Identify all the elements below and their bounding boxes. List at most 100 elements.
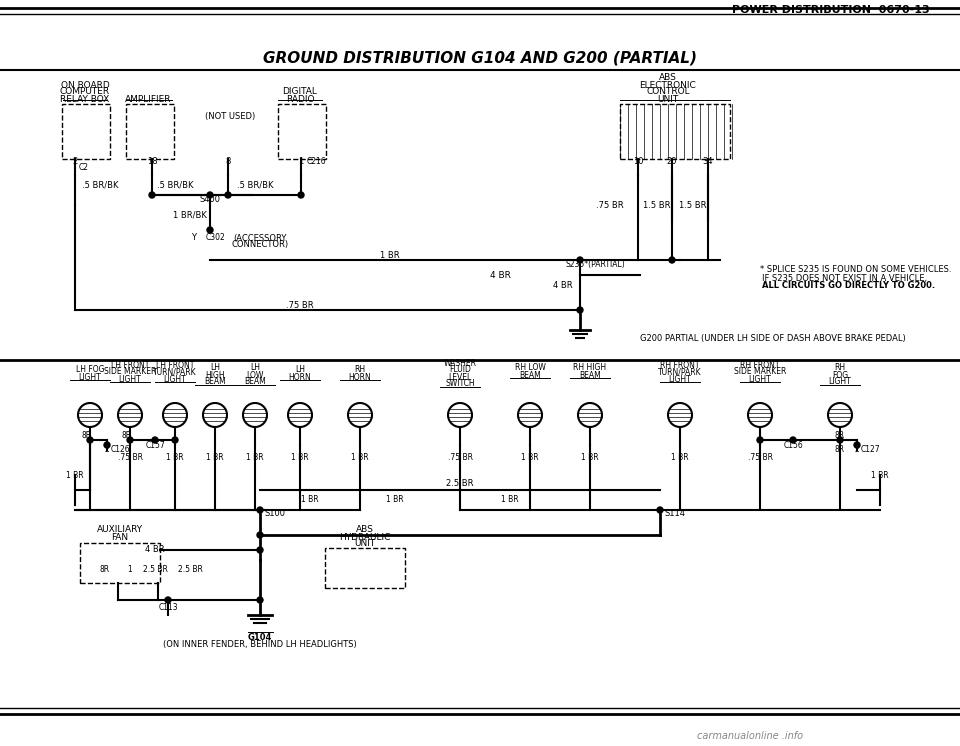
Text: 1 BR: 1 BR xyxy=(581,454,599,463)
Text: RH: RH xyxy=(834,363,846,372)
Text: 1 BR: 1 BR xyxy=(671,454,689,463)
Text: 1 BR: 1 BR xyxy=(291,454,309,463)
Text: BEAM: BEAM xyxy=(579,371,601,380)
Text: 4 BR: 4 BR xyxy=(145,545,165,554)
Text: LH: LH xyxy=(250,363,260,372)
Text: HYDRAULIC: HYDRAULIC xyxy=(339,533,391,542)
Text: 2: 2 xyxy=(105,445,109,454)
Text: LIGHT: LIGHT xyxy=(163,374,186,383)
Text: 2.5 BR: 2.5 BR xyxy=(178,565,203,574)
Text: 1.5 BR: 1.5 BR xyxy=(643,201,671,210)
Text: 34: 34 xyxy=(703,157,713,166)
Text: G104: G104 xyxy=(248,633,273,642)
Text: 1: 1 xyxy=(299,157,303,166)
Text: S235*(PARTIAL): S235*(PARTIAL) xyxy=(565,260,625,269)
Circle shape xyxy=(152,437,158,443)
Text: 8R: 8R xyxy=(835,445,845,454)
Text: S100: S100 xyxy=(265,509,285,518)
Text: AMPLIFIER: AMPLIFIER xyxy=(125,95,171,104)
Text: LEVEL: LEVEL xyxy=(448,372,471,381)
Text: SWITCH: SWITCH xyxy=(445,380,475,389)
Circle shape xyxy=(207,192,213,198)
Circle shape xyxy=(257,532,263,538)
Text: HORN: HORN xyxy=(289,372,311,381)
Text: carmanualonline .info: carmanualonline .info xyxy=(697,731,804,741)
Text: .5 BR/BK: .5 BR/BK xyxy=(82,181,118,189)
Text: (ACCESSORY: (ACCESSORY xyxy=(233,233,287,242)
Text: 4 BR: 4 BR xyxy=(553,280,573,289)
Circle shape xyxy=(854,442,860,448)
Text: RADIO: RADIO xyxy=(286,95,314,104)
Text: .75 BR: .75 BR xyxy=(748,454,773,463)
Text: ELECTRONIC: ELECTRONIC xyxy=(639,81,696,90)
Text: LOW: LOW xyxy=(247,371,264,380)
Circle shape xyxy=(257,507,263,513)
Text: ABS: ABS xyxy=(660,74,677,83)
Circle shape xyxy=(577,307,583,313)
Text: 8: 8 xyxy=(226,157,230,166)
Text: LH: LH xyxy=(210,363,220,372)
Text: FOG: FOG xyxy=(832,371,848,380)
Circle shape xyxy=(577,257,583,263)
Text: SIDE MARKER: SIDE MARKER xyxy=(733,368,786,377)
Circle shape xyxy=(837,437,843,443)
Text: BEAM: BEAM xyxy=(204,377,226,386)
Text: G200 PARTIAL (UNDER LH SIDE OF DASH ABOVE BRAKE PEDAL): G200 PARTIAL (UNDER LH SIDE OF DASH ABOV… xyxy=(640,333,905,342)
Text: LH FRONT: LH FRONT xyxy=(156,360,194,369)
Text: DIGITAL: DIGITAL xyxy=(282,87,318,96)
Text: Y: Y xyxy=(191,233,197,242)
Text: IF S235 DOES NOT EXIST IN A VEHICLE,: IF S235 DOES NOT EXIST IN A VEHICLE, xyxy=(762,274,927,283)
Bar xyxy=(325,548,405,588)
Circle shape xyxy=(225,192,231,198)
Text: 4 BR: 4 BR xyxy=(490,271,511,280)
Text: RH LOW: RH LOW xyxy=(515,363,545,372)
Text: 8R: 8R xyxy=(122,430,132,439)
Text: CONNECTOR): CONNECTOR) xyxy=(231,240,289,249)
Text: LH: LH xyxy=(295,366,305,374)
Text: C157: C157 xyxy=(145,440,165,450)
Circle shape xyxy=(298,192,304,198)
Text: ALL CIRCUITS GO DIRECTLY TO G200.: ALL CIRCUITS GO DIRECTLY TO G200. xyxy=(762,280,935,289)
Circle shape xyxy=(104,442,110,448)
Text: 1 BR/BK: 1 BR/BK xyxy=(173,210,207,219)
Text: LH FOG: LH FOG xyxy=(76,366,105,374)
Text: 1 BR: 1 BR xyxy=(871,471,889,480)
Text: 1 BR: 1 BR xyxy=(380,251,399,260)
Text: ABS: ABS xyxy=(356,525,374,534)
Text: C156: C156 xyxy=(783,440,803,450)
Circle shape xyxy=(149,192,155,198)
Text: UNIT: UNIT xyxy=(658,95,679,104)
Text: (NOT USED): (NOT USED) xyxy=(204,111,255,121)
Circle shape xyxy=(669,257,675,263)
Circle shape xyxy=(207,227,213,233)
Text: LIGHT: LIGHT xyxy=(119,374,141,383)
Text: .75 BR: .75 BR xyxy=(117,454,142,463)
Text: TURN/PARK: TURN/PARK xyxy=(154,368,197,377)
Circle shape xyxy=(657,507,663,513)
Text: 18: 18 xyxy=(147,157,157,166)
Text: 1 BR: 1 BR xyxy=(351,454,369,463)
Text: 1 BR: 1 BR xyxy=(301,495,319,504)
Text: LIGHT: LIGHT xyxy=(79,372,102,381)
Text: LH FRONT: LH FRONT xyxy=(110,360,149,369)
Text: CONTROL: CONTROL xyxy=(646,87,690,96)
Text: RH HIGH: RH HIGH xyxy=(573,363,607,372)
Bar xyxy=(126,104,174,159)
Text: (ON INNER FENDER, BEHIND LH HEADLIGHTS): (ON INNER FENDER, BEHIND LH HEADLIGHTS) xyxy=(163,641,357,650)
Circle shape xyxy=(257,547,263,553)
Text: 1 BR: 1 BR xyxy=(166,454,183,463)
Text: AUXILIARY: AUXILIARY xyxy=(97,525,143,534)
Bar xyxy=(62,104,110,159)
Text: RH: RH xyxy=(354,366,366,374)
Text: 1 BR: 1 BR xyxy=(521,454,539,463)
Text: S400: S400 xyxy=(200,195,221,204)
Text: 8R: 8R xyxy=(100,565,110,574)
Circle shape xyxy=(127,437,133,443)
Text: POWER DISTRIBUTION  0670-13: POWER DISTRIBUTION 0670-13 xyxy=(732,5,930,15)
Text: COMPUTER: COMPUTER xyxy=(60,87,110,96)
Bar xyxy=(620,104,730,159)
Text: .5 BR/BK: .5 BR/BK xyxy=(237,181,274,189)
Text: RH FRONT: RH FRONT xyxy=(740,360,780,369)
Circle shape xyxy=(165,597,171,603)
Text: .5 BR/BK: .5 BR/BK xyxy=(156,181,193,189)
